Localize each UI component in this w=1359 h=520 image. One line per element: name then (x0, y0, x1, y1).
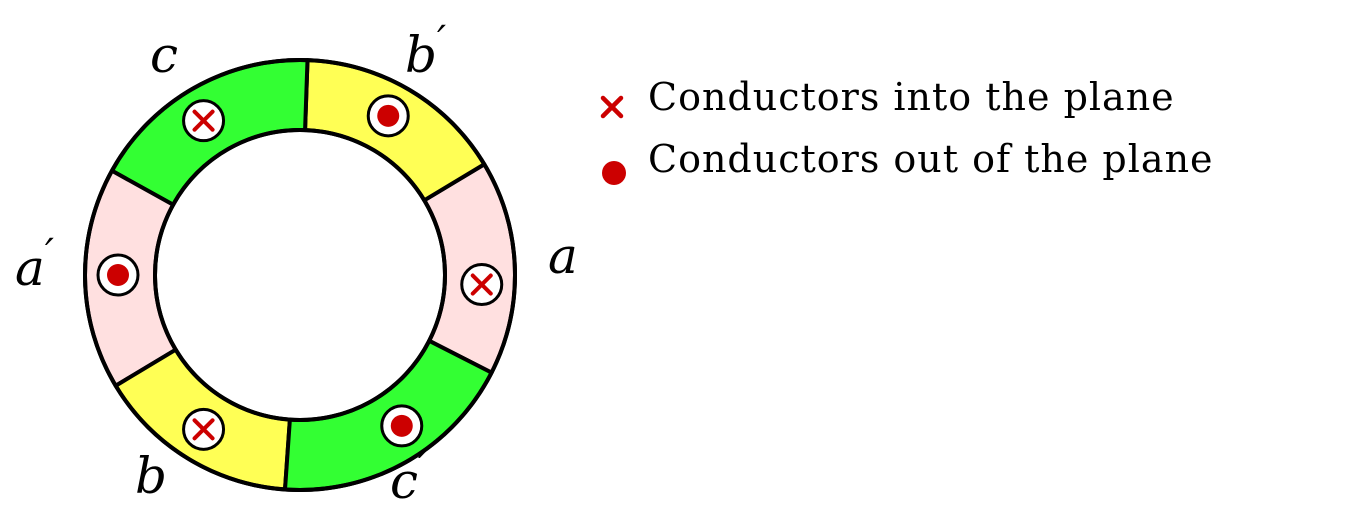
legend-label-out: Conductors out of the plane (648, 137, 1214, 181)
ring-inner-edge (153, 128, 447, 422)
conductor-out-bp (366, 94, 410, 138)
conductor-out-ap (96, 253, 140, 297)
coil-labels: a b′ c a′ b c′ (15, 18, 578, 510)
cross-icon (600, 95, 624, 119)
legend-label-into: Conductors into the plane (648, 75, 1175, 119)
legend-item-out: Conductors out of the plane (602, 137, 1214, 185)
dot-icon (602, 161, 626, 185)
conductor-into-b (182, 407, 226, 451)
coil-label-cp: c′ (390, 444, 427, 510)
coil-label-b: b (135, 447, 167, 505)
conductor-into-a (460, 263, 504, 307)
coil-label-a: a (548, 227, 578, 285)
legend: Conductors into the plane Conductors out… (600, 75, 1214, 185)
conductor-markers (96, 94, 504, 451)
legend-item-into: Conductors into the plane (600, 75, 1175, 119)
stator-ring (83, 58, 517, 492)
coil-label-bp: b′ (405, 18, 446, 84)
coil-label-ap: a′ (15, 231, 54, 297)
conductor-out-cp (380, 404, 424, 448)
conductor-into-c (182, 99, 226, 143)
ring-outer-edge (83, 58, 517, 492)
coil-label-c: c (150, 26, 178, 84)
